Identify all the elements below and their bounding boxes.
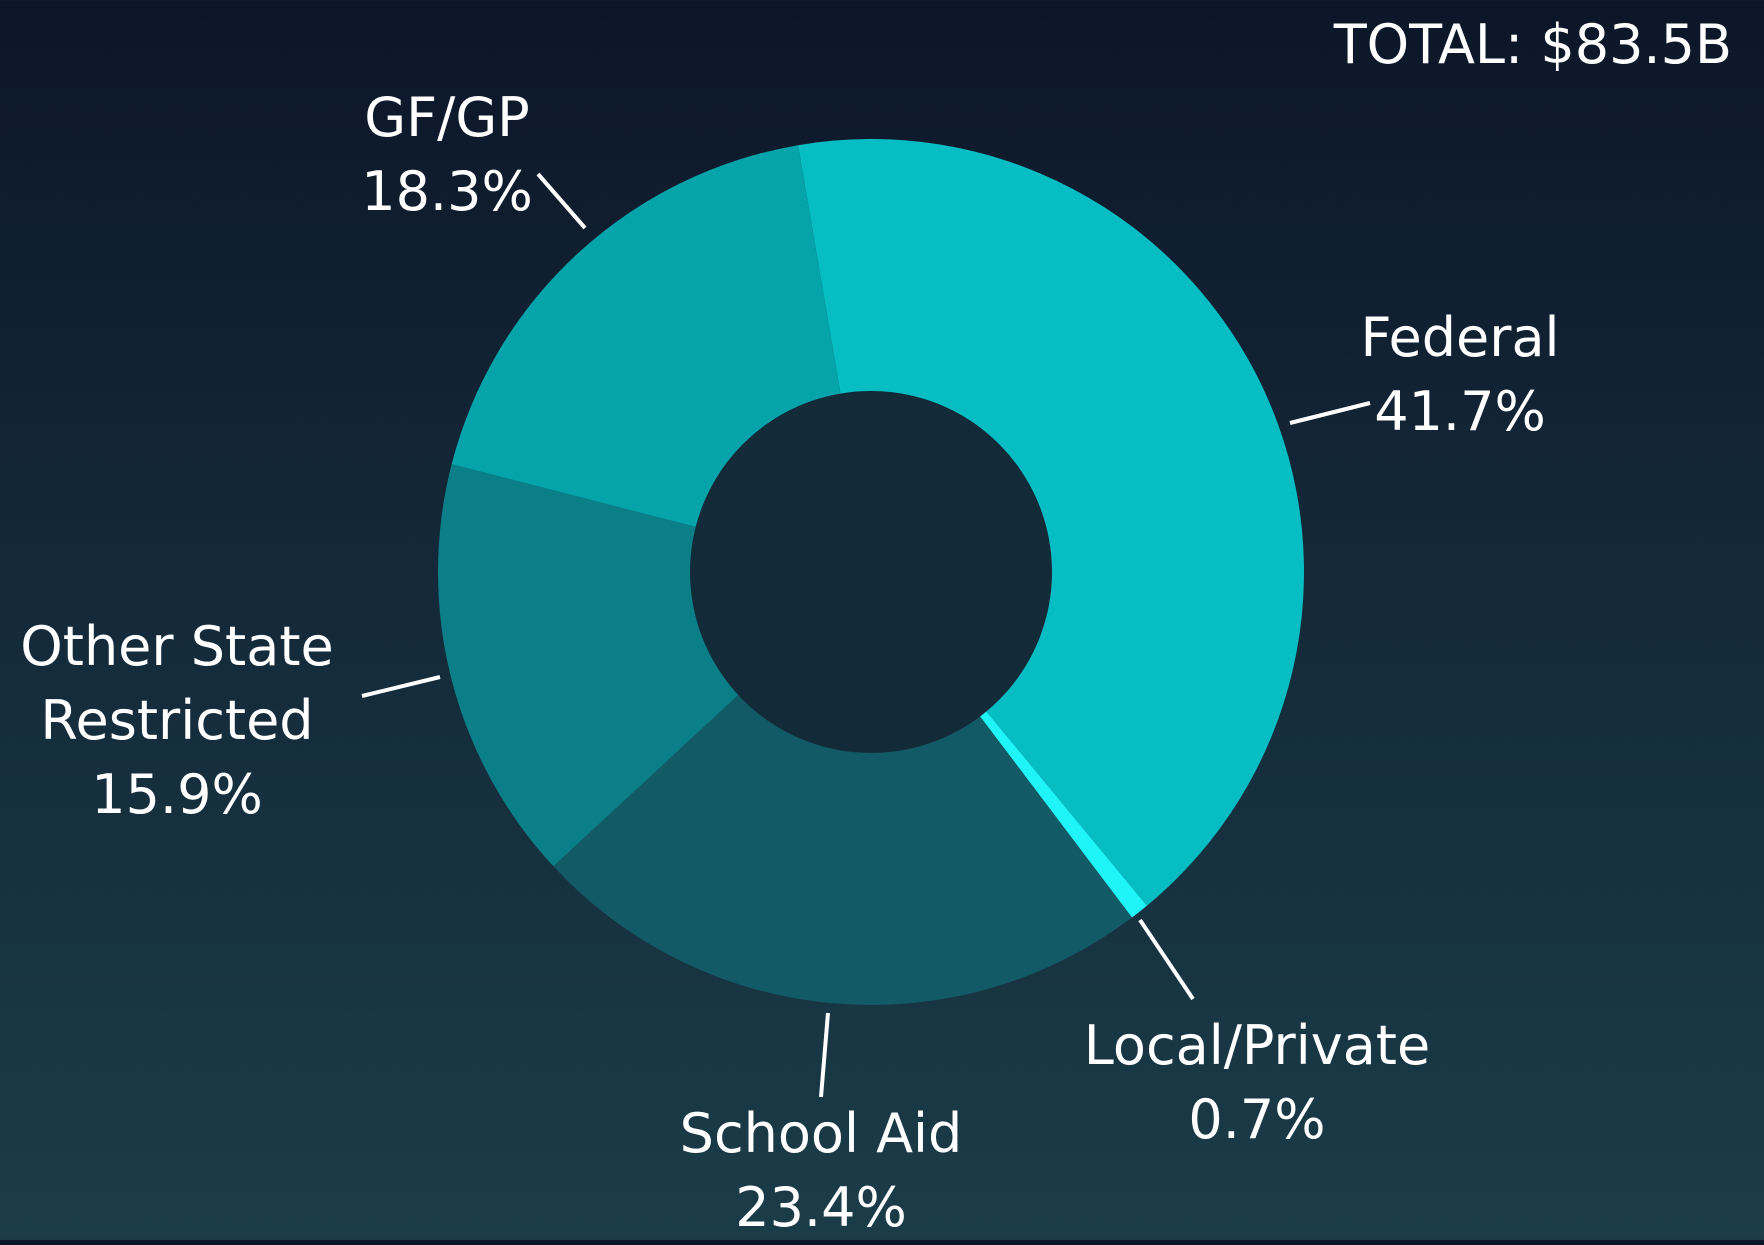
slice-label: Local/Private 0.7% (1027, 1009, 1487, 1157)
leader-line (1138, 918, 1195, 1001)
category-label: Local/Private (1083, 1014, 1431, 1077)
slice (553, 695, 1132, 1005)
slice-label: School Aid 23.4% (621, 1097, 1021, 1245)
category-label: GF/GP (364, 86, 530, 149)
value-label: 0.7% (1188, 1088, 1326, 1151)
slice (437, 464, 739, 867)
slice-label: GF/GP 18.3% (297, 81, 597, 229)
slice (451, 145, 841, 527)
donut-hole (690, 391, 1052, 753)
category-label: Other State Restricted (20, 615, 334, 752)
leader-line (1289, 401, 1371, 425)
category-label: Federal (1360, 306, 1560, 369)
slice-label: Other State Restricted 15.9% (0, 610, 367, 832)
value-label: 41.7% (1374, 380, 1546, 443)
slice-label: Federal 41.7% (1260, 301, 1660, 449)
leader-line (819, 1012, 830, 1098)
value-label: 18.3% (361, 160, 533, 223)
slice (980, 711, 1147, 918)
category-label: School Aid (679, 1102, 963, 1165)
total-label: TOTAL: $83.5B (1333, 13, 1732, 76)
value-label: 15.9% (91, 763, 263, 826)
leader-line (361, 675, 441, 698)
value-label: 23.4% (735, 1176, 907, 1239)
leader-line (536, 172, 587, 230)
slice (798, 139, 1304, 906)
